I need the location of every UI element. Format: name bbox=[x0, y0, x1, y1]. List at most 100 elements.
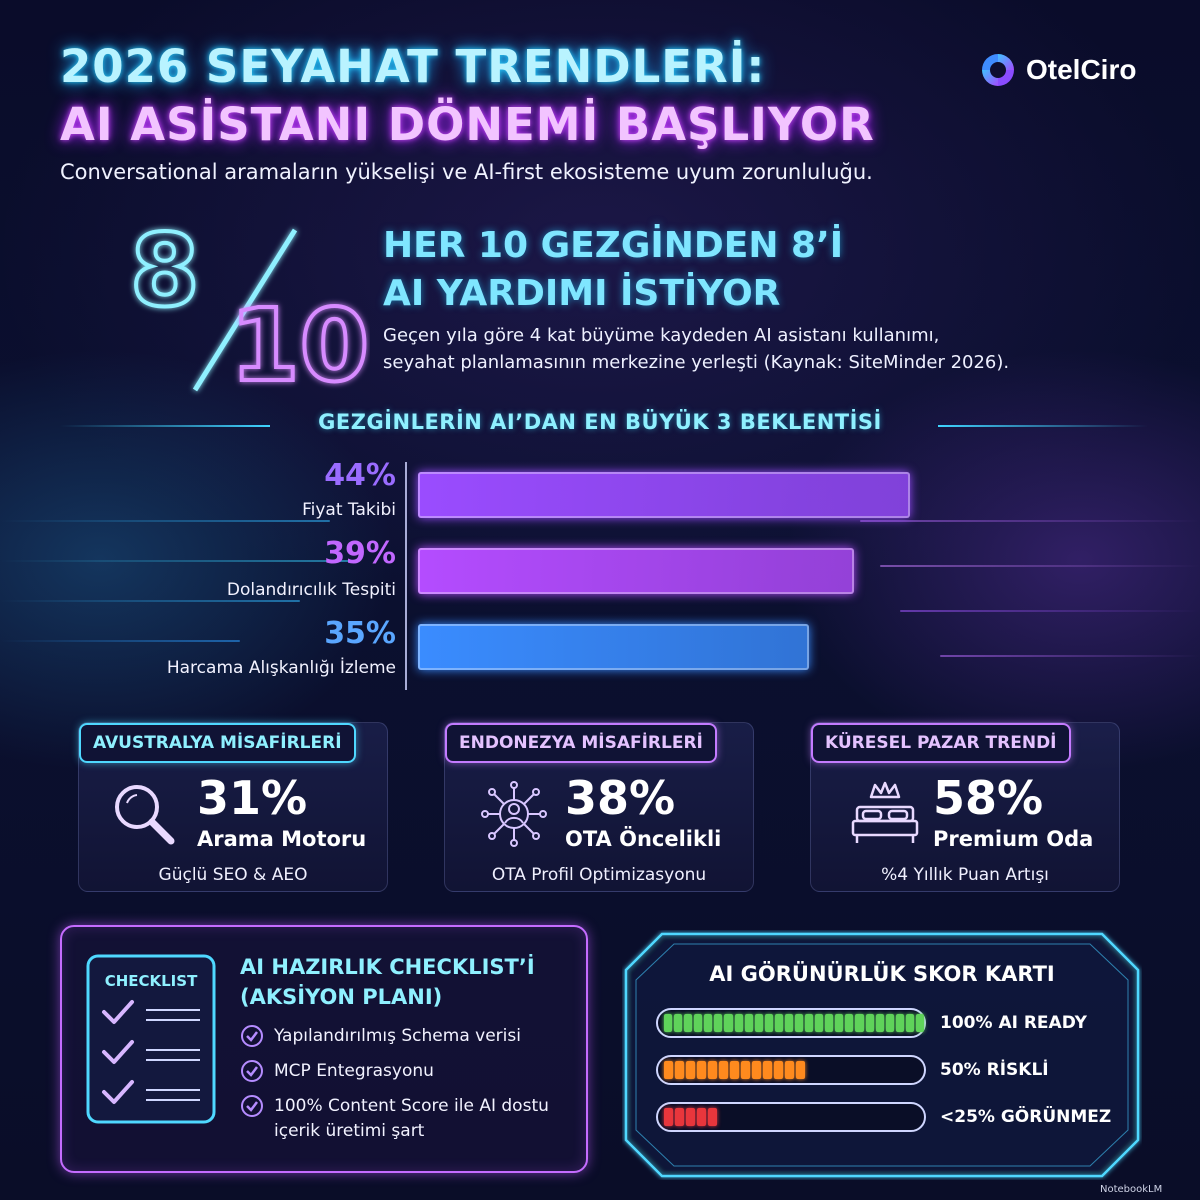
subtitle: Conversational aramaların yükselişi ve A… bbox=[60, 160, 873, 184]
bar-pct-3: 35% bbox=[324, 616, 396, 651]
checklist-item-2-text: MCP Entegrasyonu bbox=[274, 1061, 434, 1081]
hero-title-line-1: HER 10 GEZGİNDEN 8’İ bbox=[383, 225, 844, 266]
meter-segment bbox=[704, 1014, 713, 1032]
meter-segment bbox=[684, 1014, 693, 1032]
hero-desc-line-2: seyahat planlamasının merkezine yerleşti… bbox=[383, 352, 1010, 373]
meter-segment bbox=[686, 1108, 695, 1126]
brand-logo: OtelCiro bbox=[978, 50, 1136, 90]
hero-title: HER 10 GEZGİNDEN 8’İ AI YARDIMI İSTİYOR bbox=[383, 222, 843, 318]
meter-segment bbox=[664, 1061, 673, 1079]
otelciro-logo-icon bbox=[982, 54, 1014, 86]
card-head-avustralya: AVUSTRALYA MİSAFİRLERİ bbox=[79, 723, 356, 763]
meter-segment bbox=[724, 1014, 733, 1032]
meter-segment bbox=[752, 1061, 761, 1079]
meter-segment bbox=[664, 1108, 673, 1126]
card-head-kuresel: KÜRESEL PAZAR TRENDİ bbox=[811, 723, 1071, 763]
checklist-item-1-text: Yapılandırılmış Schema verisi bbox=[274, 1026, 521, 1046]
card-foot-avustralya: Güçlü SEO & AEO bbox=[158, 865, 308, 885]
bar-dolandiricilik-tespiti bbox=[418, 548, 854, 594]
card-head-endonezya: ENDONEZYA MİSAFİRLERİ bbox=[445, 723, 717, 763]
bar-harcama-aliskanligi bbox=[418, 624, 809, 670]
card-avustralya: AVUSTRALYA MİSAFİRLERİ 31% Arama Motoru … bbox=[78, 722, 388, 892]
section-divider-right bbox=[938, 425, 1148, 427]
bar-label-2: Dolandırıcılık Tespiti bbox=[226, 580, 396, 600]
bar-axis bbox=[405, 462, 407, 690]
meter-segment bbox=[855, 1014, 864, 1032]
checklist-badge: CHECKLIST bbox=[105, 972, 198, 990]
bar-label-3: Harcama Alışkanlığı İzleme bbox=[166, 658, 396, 678]
meter-segment bbox=[686, 1061, 695, 1079]
footer-brand: NotebookLM bbox=[1100, 1184, 1163, 1195]
hero-title-line-2: AI YARDIMI İSTİYOR bbox=[383, 273, 781, 314]
meter-segment bbox=[805, 1014, 814, 1032]
check-circle-icon bbox=[241, 1060, 263, 1082]
meter-label-gorunmez: <25% GÖRÜNMEZ bbox=[940, 1107, 1112, 1127]
meter-segment bbox=[796, 1061, 805, 1079]
meter-segment bbox=[744, 1014, 753, 1032]
meter-ai-ready bbox=[656, 1008, 926, 1038]
card-label-endonezya: OTA Öncelikli bbox=[565, 827, 722, 851]
hero-numerator: 8 bbox=[130, 212, 200, 329]
meter-segment bbox=[835, 1014, 844, 1032]
network-user-icon bbox=[481, 781, 547, 847]
meter-segment bbox=[741, 1061, 750, 1079]
bar-pct-2: 39% bbox=[324, 536, 396, 571]
meter-segment bbox=[674, 1014, 683, 1032]
meter-segment bbox=[697, 1061, 706, 1079]
meter-label-riskli: 50% RİSKLİ bbox=[940, 1060, 1049, 1080]
meter-segment bbox=[754, 1014, 763, 1032]
card-kuresel: KÜRESEL PAZAR TRENDİ 58% Premium Oda %4 … bbox=[810, 722, 1120, 892]
meter-segment bbox=[784, 1014, 794, 1032]
meter-segment bbox=[714, 1014, 723, 1032]
bar-label-1: Fiyat Takibi bbox=[302, 500, 396, 520]
scorecard-title: AI GÖRÜNÜRLÜK SKOR KARTI bbox=[709, 962, 1055, 986]
card-pct-avustralya: 31% bbox=[197, 771, 308, 825]
meter-segment bbox=[825, 1014, 834, 1032]
checklist-title: AI HAZIRLIK CHECKLIST’İ (AKSİYON PLANI) bbox=[240, 952, 535, 1012]
hero-denominator: 10 bbox=[230, 287, 369, 400]
checklist-item-3-text: 100% Content Score ile AI dostu içerik ü… bbox=[274, 1094, 549, 1144]
check-circle-icon bbox=[241, 1095, 263, 1117]
meter-segment bbox=[905, 1014, 914, 1032]
meter-riskli bbox=[656, 1055, 926, 1085]
hero-desc-line-1: Geçen yıla göre 4 kat büyüme kaydeden AI… bbox=[383, 325, 940, 346]
meter-segment bbox=[774, 1014, 783, 1032]
expectations-title: GEZGİNLERİN AI’DAN EN BÜYÜK 3 BEKLENTİSİ bbox=[318, 410, 882, 434]
title-line-1: 2026 SEYAHAT TRENDLERİ: bbox=[60, 40, 766, 93]
logo-text: OtelCiro bbox=[1026, 54, 1137, 85]
checklist-item-3: 100% Content Score ile AI dostu içerik ü… bbox=[240, 1094, 549, 1144]
crown-bed-icon bbox=[851, 781, 919, 843]
checklist-title-line-2: (AKSİYON PLANI) bbox=[240, 985, 443, 1009]
checklist-item-3-line-2: içerik üretimi şart bbox=[274, 1121, 425, 1141]
meter-gorunmez bbox=[656, 1102, 926, 1132]
meter-segment bbox=[675, 1108, 684, 1126]
meter-segment bbox=[675, 1061, 684, 1079]
meter-segment bbox=[719, 1061, 728, 1079]
bar-pct-1: 44% bbox=[324, 458, 396, 493]
checklist-item-2: MCP Entegrasyonu bbox=[240, 1059, 434, 1084]
card-pct-endonezya: 38% bbox=[565, 771, 676, 825]
meter-segment bbox=[734, 1014, 743, 1032]
eight-of-ten-graphic: 8 10 bbox=[128, 210, 370, 400]
card-foot-endonezya: OTA Profil Optimizasyonu bbox=[491, 865, 707, 885]
meter-segment bbox=[764, 1014, 773, 1032]
meter-segment bbox=[845, 1014, 854, 1032]
meter-segment bbox=[815, 1014, 824, 1032]
magnifier-icon bbox=[115, 785, 175, 845]
title-line-2: AI ASİSTANI DÖNEMİ BAŞLIYOR bbox=[60, 98, 875, 151]
meter-segment bbox=[763, 1061, 772, 1079]
meter-segment bbox=[795, 1014, 804, 1032]
clipboard-checklist-icon: CHECKLIST bbox=[86, 954, 216, 1124]
checklist-item-1: Yapılandırılmış Schema verisi bbox=[240, 1024, 521, 1049]
bar-fiyat-takibi bbox=[418, 472, 910, 518]
card-foot-kuresel: %4 Yıllık Puan Artışı bbox=[881, 865, 1049, 885]
meter-segment bbox=[785, 1061, 794, 1079]
card-pct-kuresel: 58% bbox=[933, 771, 1044, 825]
meter-segment bbox=[895, 1014, 904, 1032]
meter-segment bbox=[730, 1061, 739, 1079]
meter-segment bbox=[708, 1108, 717, 1126]
meter-segment bbox=[708, 1061, 717, 1079]
card-label-avustralya: Arama Motoru bbox=[197, 827, 367, 851]
meter-segment bbox=[915, 1014, 925, 1032]
meter-segment bbox=[865, 1014, 874, 1032]
